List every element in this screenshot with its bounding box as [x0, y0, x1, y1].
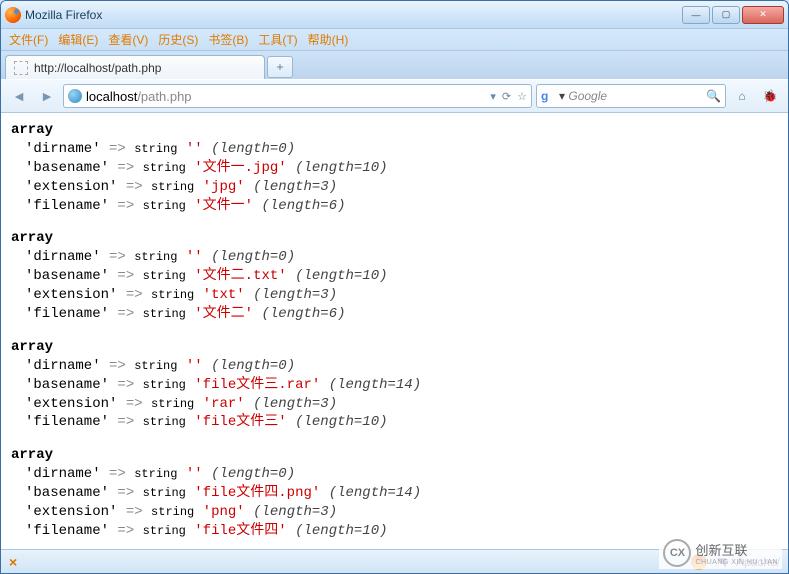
- search-bar[interactable]: g ▾ Google 🔍: [536, 84, 726, 108]
- menu-tools[interactable]: 工具(T): [258, 31, 297, 48]
- reload-button[interactable]: ⟳: [502, 90, 511, 103]
- watermark-logo: CX: [663, 539, 691, 567]
- menu-view[interactable]: 查看(V): [108, 31, 148, 48]
- array-row: 'basename' => string 'file文件三.rar' (leng…: [11, 376, 778, 395]
- tab-bar: http://localhost/path.php +: [1, 51, 788, 79]
- array-row: 'filename' => string '文件一' (length=6): [11, 197, 778, 216]
- menu-edit[interactable]: 编辑(E): [58, 31, 98, 48]
- feed-icon[interactable]: ▾: [490, 90, 496, 103]
- search-placeholder: Google: [568, 89, 607, 103]
- search-go-icon[interactable]: 🔍: [706, 89, 721, 103]
- url-host: localhost: [86, 89, 137, 104]
- close-button[interactable]: ✕: [742, 6, 784, 24]
- array-block: array'dirname' => string '' (length=0)'b…: [11, 121, 778, 215]
- maximize-button[interactable]: ▢: [712, 6, 740, 24]
- back-button[interactable]: ◄: [7, 84, 31, 108]
- url-path: /path.php: [137, 89, 191, 104]
- menubar: 文件(F) 编辑(E) 查看(V) 历史(S) 书签(B) 工具(T) 帮助(H…: [1, 29, 788, 51]
- watermark-line1: 创新互联: [695, 540, 778, 559]
- watermark-line2: CHUANG XIN HU LIAN: [695, 559, 778, 566]
- array-row: 'extension' => string 'txt' (length=3): [11, 286, 778, 305]
- window-controls: — ▢ ✕: [680, 6, 784, 24]
- array-row: 'dirname' => string '' (length=0): [11, 248, 778, 267]
- minimize-button[interactable]: —: [682, 6, 710, 24]
- tab-label: http://localhost/path.php: [34, 61, 161, 75]
- page-content: array'dirname' => string '' (length=0)'b…: [1, 113, 788, 549]
- menu-help[interactable]: 帮助(H): [308, 31, 349, 48]
- array-row: 'extension' => string 'jpg' (length=3): [11, 178, 778, 197]
- array-row: 'basename' => string '文件二.txt' (length=1…: [11, 267, 778, 286]
- array-row: 'dirname' => string '' (length=0): [11, 357, 778, 376]
- array-block: array'dirname' => string '' (length=0)'b…: [11, 338, 778, 432]
- firebug-toolbar-icon[interactable]: 🐞: [758, 84, 782, 108]
- array-block: array'dirname' => string '' (length=0)'b…: [11, 229, 778, 323]
- array-row: 'extension' => string 'png' (length=3): [11, 503, 778, 522]
- page-favicon: [14, 61, 28, 75]
- array-keyword: array: [11, 121, 778, 140]
- array-keyword: array: [11, 446, 778, 465]
- window-title: Mozilla Firefox: [25, 8, 102, 22]
- status-close-icon[interactable]: ×: [9, 554, 17, 570]
- watermark: CX 创新互联 CHUANG XIN HU LIAN: [659, 537, 782, 569]
- titlebar[interactable]: Mozilla Firefox — ▢ ✕: [1, 1, 788, 29]
- array-row: 'filename' => string 'file文件三' (length=1…: [11, 413, 778, 432]
- navigation-toolbar: ◄ ► localhost/path.php ▾ ⟳ ☆ g ▾ Google …: [1, 79, 788, 113]
- tab-active[interactable]: http://localhost/path.php: [5, 55, 265, 79]
- array-keyword: array: [11, 229, 778, 248]
- bookmark-star-icon[interactable]: ☆: [517, 90, 527, 103]
- window-frame: Mozilla Firefox — ▢ ✕ 文件(F) 编辑(E) 查看(V) …: [0, 0, 789, 574]
- menu-bookmarks[interactable]: 书签(B): [208, 31, 248, 48]
- google-icon: g: [541, 89, 555, 103]
- menu-history[interactable]: 历史(S): [158, 31, 198, 48]
- array-row: 'dirname' => string '' (length=0): [11, 140, 778, 159]
- array-keyword: array: [11, 338, 778, 357]
- url-bar-actions: ▾ ⟳ ☆: [490, 90, 527, 103]
- array-block: array'dirname' => string '' (length=0)'b…: [11, 446, 778, 540]
- url-bar[interactable]: localhost/path.php ▾ ⟳ ☆: [63, 84, 532, 108]
- array-row: 'extension' => string 'rar' (length=3): [11, 395, 778, 414]
- site-identity-icon: [68, 89, 82, 103]
- array-row: 'basename' => string '文件一.jpg' (length=1…: [11, 159, 778, 178]
- array-row: 'basename' => string 'file文件四.png' (leng…: [11, 484, 778, 503]
- menu-file[interactable]: 文件(F): [9, 31, 48, 48]
- array-row: 'filename' => string '文件二' (length=6): [11, 305, 778, 324]
- new-tab-button[interactable]: +: [267, 56, 293, 78]
- home-button[interactable]: ⌂: [730, 84, 754, 108]
- firefox-icon: [5, 7, 21, 23]
- array-row: 'dirname' => string '' (length=0): [11, 465, 778, 484]
- forward-button[interactable]: ►: [35, 84, 59, 108]
